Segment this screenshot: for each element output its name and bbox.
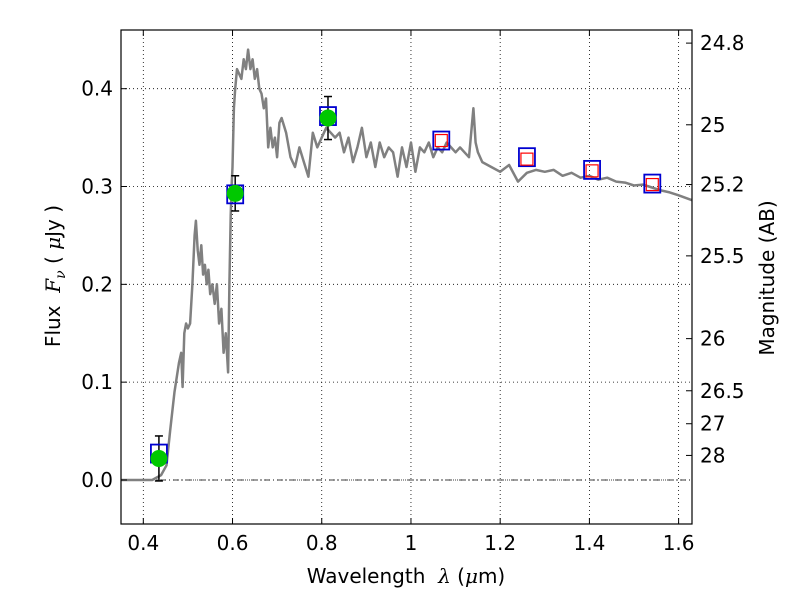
y2-axis-label: Magnitude (AB) [755, 200, 779, 355]
model-box-marker [643, 173, 662, 194]
y-tick-label: 0.0 [81, 468, 113, 492]
measured-flux-point [319, 109, 337, 127]
mag-tick-label: 25.2 [700, 173, 745, 197]
axis-ticks: 0.4 0.6 0.8 1 1.2 1.4 1.6 0.0 0.1 0.2 0.3 0.4 24.8 25… [81, 30, 745, 555]
model-box-marker [432, 130, 451, 151]
model-sed-line [121, 48, 693, 482]
x-tick-label: 0.8 [306, 531, 338, 555]
mag-tick-label: 24.8 [700, 31, 745, 55]
y-axis-label: Flux Fν ( μJy ) [41, 205, 69, 347]
mag-tick-label: 28 [700, 443, 725, 467]
y-tick-label: 0.2 [81, 272, 113, 296]
x-tick-label: 1 [405, 531, 418, 555]
y-tick-label: 0.1 [81, 370, 113, 394]
model-magnitude-marker [585, 164, 599, 178]
model-box-marker [518, 147, 536, 168]
x-tick-label: 1.4 [573, 531, 605, 555]
y-tick-label: 0.4 [81, 77, 113, 101]
data-marks [150, 95, 662, 482]
measured-flux-point [150, 449, 168, 467]
measured-flux-point [226, 184, 244, 202]
mag-tick-label: 26 [700, 327, 725, 351]
model-magnitude-marker [520, 152, 534, 166]
y-tick-label: 0.3 [81, 175, 113, 199]
model-magnitude-marker [645, 177, 659, 192]
plot-frame [120, 29, 693, 525]
model-box-marker [583, 159, 601, 180]
x-tick-label: 0.4 [127, 531, 159, 555]
x-tick-label: 1.6 [663, 531, 695, 555]
x-axis-label: Wavelength λ (μm) [307, 564, 506, 588]
mag-tick-label: 26.5 [700, 379, 745, 403]
model-magnitude-marker [434, 133, 448, 148]
x-tick-label: 1.2 [484, 531, 516, 555]
x-tick-label: 0.6 [217, 531, 249, 555]
mag-tick-label: 25 [700, 113, 725, 137]
mag-tick-label: 25.5 [700, 244, 745, 268]
mag-tick-label: 27 [700, 412, 725, 436]
